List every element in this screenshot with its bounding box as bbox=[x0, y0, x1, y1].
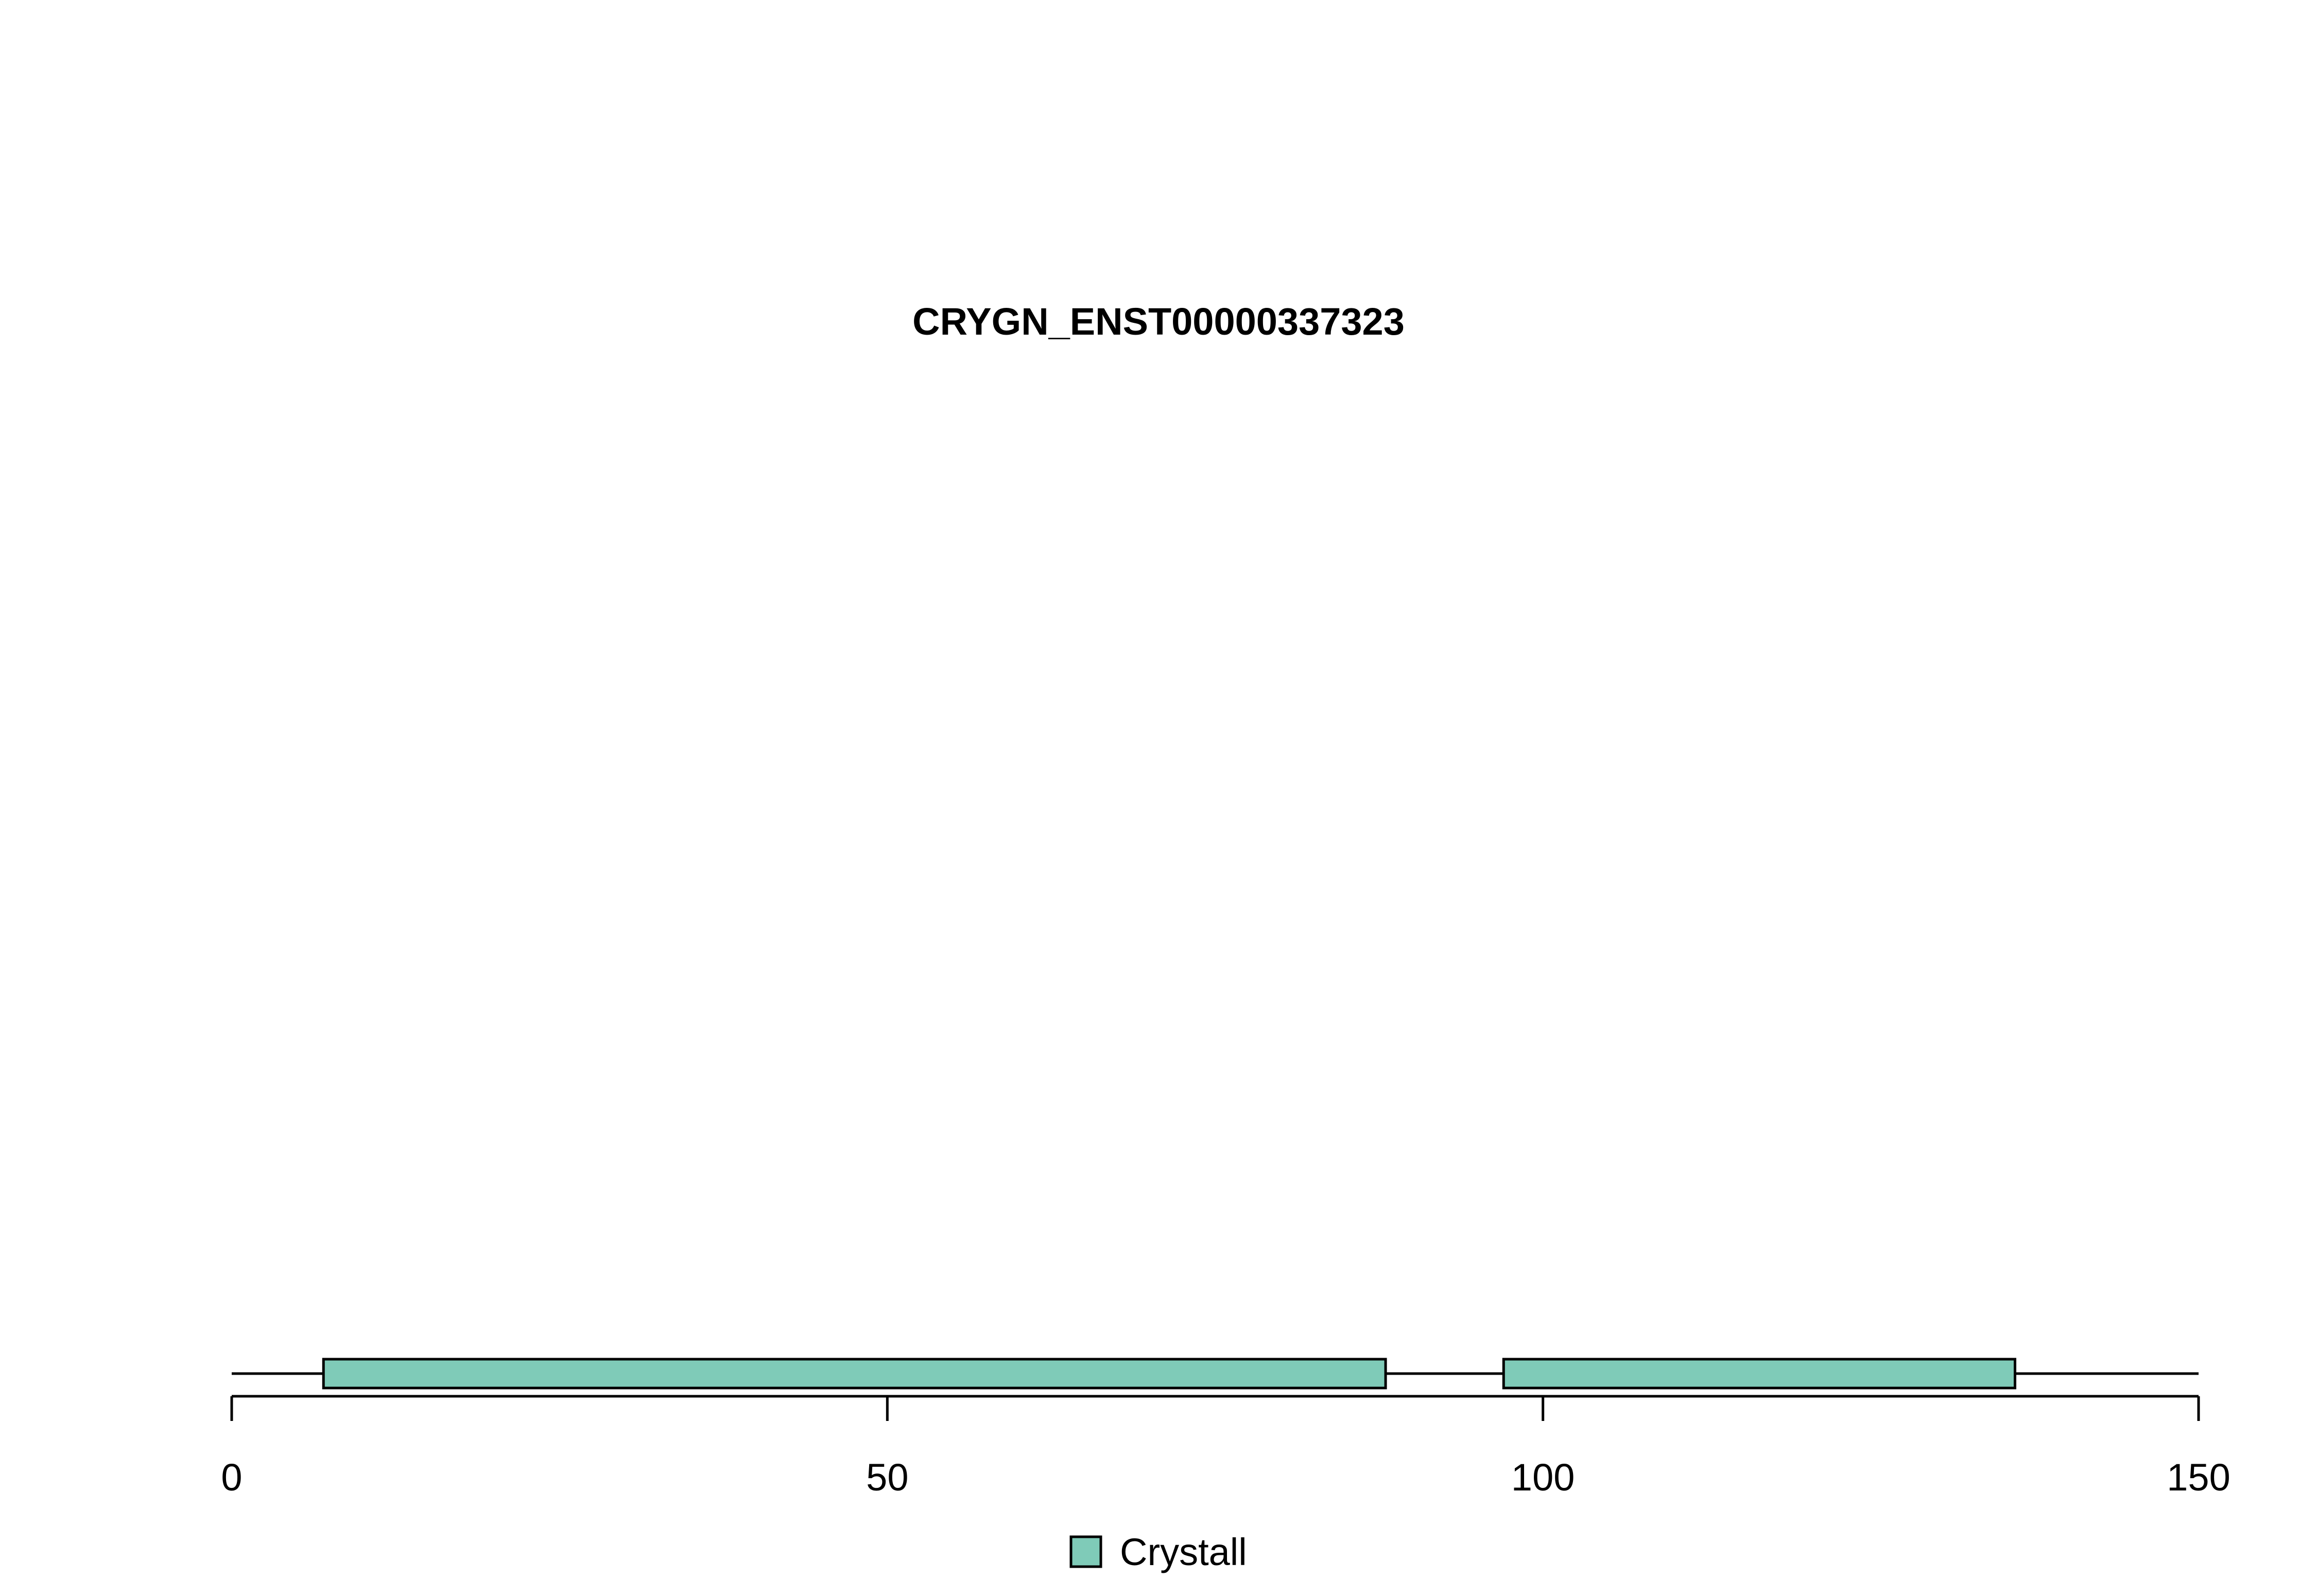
x-tick-label-1: 50 bbox=[866, 1456, 908, 1499]
domain-bar-1 bbox=[322, 1358, 1387, 1390]
legend-label-1: Crystall bbox=[1120, 1531, 1247, 1573]
domain-group bbox=[322, 1358, 2016, 1390]
x-tick-label-3: 150 bbox=[2167, 1456, 2230, 1499]
legend-swatch-1 bbox=[1069, 1535, 1102, 1568]
chart-title: CRYGN_ENST00000337323 bbox=[912, 300, 1405, 343]
domain-bar-2 bbox=[1502, 1358, 2016, 1390]
x-tick-label-0: 0 bbox=[221, 1456, 242, 1499]
x-tick-label-2: 100 bbox=[1511, 1456, 1575, 1499]
x-axis: 0 50 100 150 bbox=[221, 1395, 2230, 1499]
legend: Crystall bbox=[1069, 1531, 1247, 1573]
